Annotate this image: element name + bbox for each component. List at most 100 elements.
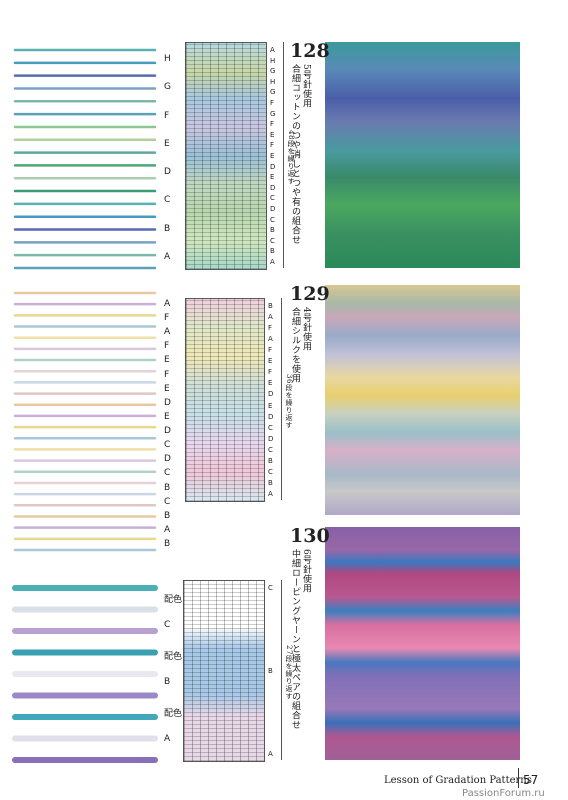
needle-note: 6号針使用 [301, 549, 311, 594]
strand-label: D [164, 397, 171, 408]
chart-bracket [277, 298, 282, 500]
strand-label: 配色 [164, 708, 183, 719]
strand-label: A [164, 327, 171, 338]
strand-label: A [164, 734, 171, 744]
chart-label: D [270, 162, 276, 171]
strand-label: E [164, 411, 170, 422]
chart-grid [184, 581, 264, 761]
yarn-note: 中細ローピングヤーンと極太ペアの組合せ [290, 549, 300, 730]
chart-label: F [268, 346, 273, 355]
repeat-note: 36段を繰り返す [285, 374, 293, 429]
chart-grid [186, 299, 264, 501]
chart-label: A [270, 258, 275, 266]
strand-label: B [164, 677, 171, 688]
chart-bracket [279, 42, 284, 268]
needle-note: 4号針使用 [301, 307, 311, 352]
swatch [325, 527, 520, 760]
strand-label: D [164, 167, 171, 178]
strand-label: F [164, 369, 170, 380]
footer-title: Lesson of Gradation Patterns [384, 775, 532, 786]
pattern-number: 128 [290, 40, 330, 62]
strand-label: A [164, 299, 171, 309]
chart-label: C [268, 445, 273, 454]
chart-label: C [268, 423, 273, 432]
knit-chart [185, 298, 265, 502]
strand-label: H [164, 54, 171, 64]
strand-label: B [164, 482, 171, 493]
strand-label: E [164, 138, 170, 149]
chart-label: H [270, 56, 276, 65]
chart-label: B [268, 667, 273, 675]
strand-label: C [164, 468, 171, 479]
chart-label: C [270, 215, 275, 224]
strand-label: C [164, 440, 171, 451]
strand-label: B [164, 539, 171, 549]
strand-label: D [164, 426, 171, 437]
chart-label: E [270, 173, 275, 182]
chart-label: A [268, 490, 273, 498]
strand-label: 配色 [164, 595, 183, 605]
chart-label: D [270, 183, 276, 192]
chart-label: E [268, 401, 273, 410]
strand-label: G [164, 82, 171, 93]
strand-label: F [164, 110, 170, 121]
chart-label: A [268, 313, 273, 322]
yarn-note: 合細コットンのつや消しとつや有の組合せ [290, 64, 300, 245]
chart-label: E [270, 130, 275, 139]
strand-label: 配色 [164, 651, 183, 662]
chart-label: G [270, 67, 276, 76]
pattern-number: 129 [290, 283, 330, 305]
strand-label: C [164, 195, 171, 206]
chart-label: F [270, 141, 275, 150]
page-number: 57 [523, 773, 539, 787]
chart-label: B [270, 226, 275, 235]
chart-label: D [270, 205, 276, 213]
chart-label: B [270, 247, 275, 256]
strand-label: E [164, 383, 170, 394]
footer-rule [518, 768, 519, 788]
strand-label: C [164, 620, 171, 631]
chart-label: D [268, 390, 274, 399]
knit-chart [183, 580, 265, 762]
chart-label: B [268, 478, 273, 487]
strand-label: B [164, 510, 171, 521]
chart-label: E [270, 152, 275, 160]
chart-label: E [268, 357, 273, 366]
chart-label: F [270, 99, 275, 107]
chart-label: C [270, 194, 275, 203]
swatch [325, 285, 520, 515]
chart-label: F [268, 324, 273, 333]
chart-label: C [268, 584, 273, 592]
chart-label: C [270, 236, 275, 245]
strand-label: A [164, 524, 171, 535]
chart-grid [186, 43, 266, 269]
watermark: PassionForum.ru [462, 788, 545, 799]
chart-label: F [270, 120, 275, 129]
chart-label: F [268, 368, 273, 377]
strand-label: C [164, 496, 171, 507]
strand-label: A [164, 252, 171, 262]
repeat-note: 27段を繰り返す [285, 645, 293, 700]
strand-label: E [164, 355, 170, 366]
chart-label: D [268, 412, 274, 421]
chart-label: A [268, 335, 273, 344]
chart-label: B [268, 456, 273, 465]
yarn-note: 合細シルクを使用 [290, 307, 300, 383]
strand-label: D [164, 454, 171, 465]
strand-label: F [164, 341, 170, 352]
needle-note: 5号針使用 [301, 64, 311, 109]
knit-chart [185, 42, 267, 270]
repeat-note: 48段を繰り返す [287, 130, 295, 185]
chart-label: A [270, 46, 275, 54]
chart-label: B [268, 302, 273, 310]
chart-label: C [268, 467, 273, 476]
chart-label: D [268, 434, 274, 443]
chart-label: A [268, 750, 273, 758]
chart-label: H [270, 77, 276, 86]
chart-bracket [277, 580, 282, 760]
chart-label: G [270, 88, 276, 97]
strand-label: B [164, 223, 171, 234]
strand-label: F [164, 313, 170, 324]
chart-label: E [268, 379, 273, 388]
